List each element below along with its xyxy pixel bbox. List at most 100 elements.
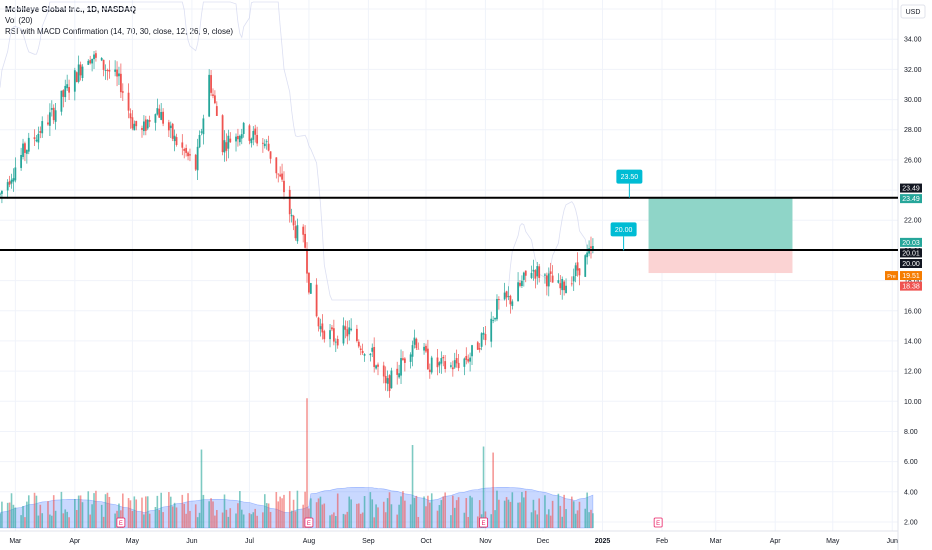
volume-bar: [536, 514, 539, 528]
volume-bar: [145, 496, 147, 528]
volume-bar: [382, 501, 385, 528]
volume-bar: [269, 511, 272, 528]
candle-body: [200, 131, 203, 133]
candle-body: [438, 362, 441, 366]
time-tick-label: Sep: [362, 538, 375, 545]
volume-bar: [281, 498, 283, 528]
volume-bar: [346, 511, 349, 528]
price-tick-label: 26.00: [904, 157, 922, 164]
volume-bar: [331, 514, 333, 528]
volume-bar: [41, 513, 44, 528]
volume-bar: [146, 496, 149, 528]
volume-bar: [482, 446, 485, 528]
volume-bar: [265, 503, 268, 528]
candle-body: [279, 174, 282, 177]
candle-body: [584, 255, 587, 277]
volume-bar: [455, 500, 458, 528]
volume-bar: [277, 501, 280, 528]
candle-body: [129, 113, 132, 119]
volume-bar: [578, 501, 581, 528]
candle-body: [64, 85, 67, 98]
candle-body: [227, 135, 230, 149]
price-tick-label: 22.00: [904, 218, 922, 225]
volume-bar: [102, 516, 105, 528]
rsi-indicator-label[interactable]: RSI with MACD Confirmation (14, 70, 30, …: [5, 27, 234, 36]
candle-body: [590, 246, 592, 249]
candle-body: [524, 270, 527, 276]
earnings-marker: [304, 517, 314, 528]
time-tick-label: Jul: [245, 538, 254, 545]
candle-body: [73, 70, 76, 92]
candle-body: [169, 125, 172, 129]
volume-indicator-label[interactable]: Vol (20): [5, 16, 33, 25]
volume-bar: [388, 492, 391, 528]
candle-body: [505, 291, 508, 298]
volume-bar: [60, 491, 63, 528]
volume-bar: [404, 500, 406, 528]
candle-body: [517, 282, 519, 302]
candle-body: [451, 367, 454, 370]
volume-bar: [490, 514, 493, 528]
candle-body: [521, 280, 523, 287]
volume-bar: [453, 507, 456, 528]
candle-body: [332, 328, 335, 342]
volume-bar: [129, 500, 132, 528]
volume-bar: [216, 510, 218, 528]
stop-zone: [648, 249, 793, 274]
volume-bar: [294, 511, 297, 528]
candle-body: [309, 283, 312, 294]
candle-body: [544, 274, 546, 276]
earnings-marker: [479, 517, 488, 528]
volume-bar: [74, 498, 76, 528]
candle-body: [400, 358, 402, 376]
volume-bar: [39, 504, 42, 528]
volume-bar: [168, 492, 170, 528]
candle-body: [198, 134, 201, 148]
candle-body: [33, 137, 36, 140]
candle-body: [146, 119, 149, 129]
candle-body: [131, 117, 134, 129]
candle-body: [465, 355, 468, 360]
candle-body: [375, 365, 377, 369]
candle-body: [250, 138, 253, 144]
price-tag: [900, 281, 922, 291]
time-tick-label: Apr: [69, 538, 81, 545]
candle-body: [12, 178, 15, 182]
volume-bar: [436, 510, 439, 528]
volume-bar: [563, 494, 565, 528]
candle-body: [369, 353, 372, 356]
volume-bar: [118, 503, 120, 528]
candle-body: [175, 137, 178, 145]
volume-bar: [148, 513, 151, 528]
candle-body: [196, 146, 199, 171]
volume-bar: [304, 491, 306, 528]
candle-body: [536, 266, 539, 277]
volume-bar: [158, 510, 161, 528]
volume-bar: [198, 512, 201, 528]
volume-bar: [175, 507, 178, 528]
volume-bar: [162, 512, 164, 528]
candle-body: [586, 252, 589, 258]
volume-bar: [592, 513, 594, 528]
candle-body: [173, 135, 176, 142]
candle-body: [469, 357, 472, 362]
volume-bar: [33, 492, 36, 528]
candle-body: [373, 346, 376, 367]
volume-bar: [590, 509, 592, 528]
volume-bar: [398, 504, 400, 528]
volume-bar: [586, 492, 588, 528]
time-tick-label: Aug: [303, 538, 316, 545]
candle-body: [321, 323, 324, 333]
price-callout-label: 20.00: [615, 227, 633, 234]
price-tag-label: 18.38: [902, 284, 920, 291]
volume-bar: [425, 506, 427, 528]
volume-bar: [212, 501, 214, 528]
candle-body: [530, 272, 533, 278]
volume-bar: [8, 502, 11, 528]
volume-bar: [250, 514, 253, 528]
earnings-marker-label: E: [482, 521, 486, 527]
volume-bar: [242, 514, 245, 528]
volume-bar: [373, 517, 375, 528]
volume-bar: [438, 505, 441, 528]
